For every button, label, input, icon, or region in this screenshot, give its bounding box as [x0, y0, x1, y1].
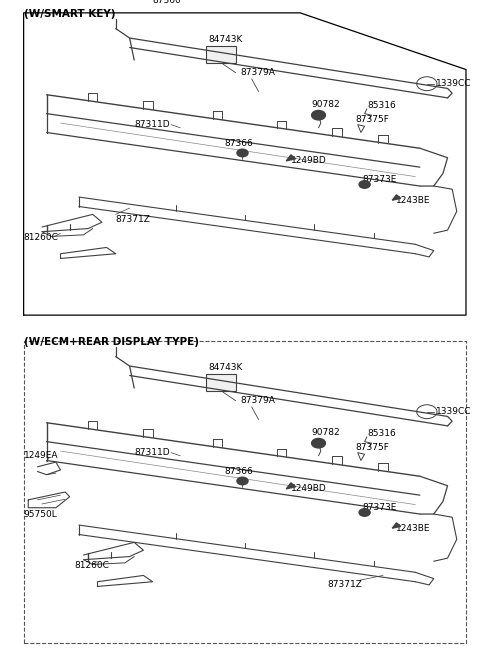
Text: 84743K: 84743K [208, 35, 242, 44]
Text: 90782: 90782 [312, 100, 340, 109]
FancyBboxPatch shape [205, 46, 236, 63]
Circle shape [359, 180, 370, 188]
Text: 87360: 87360 [152, 0, 181, 5]
Text: 1243BE: 1243BE [396, 523, 431, 533]
Text: 81260C: 81260C [24, 233, 59, 241]
Text: 85316: 85316 [367, 101, 396, 110]
Text: 87375F: 87375F [355, 115, 389, 125]
Circle shape [237, 149, 248, 157]
Polygon shape [286, 483, 296, 489]
Text: (W/ECM+REAR DISPLAY TYPE): (W/ECM+REAR DISPLAY TYPE) [24, 337, 199, 348]
Text: 1249BD: 1249BD [291, 484, 326, 493]
Text: 87371Z: 87371Z [328, 581, 362, 589]
Text: 87379A: 87379A [240, 68, 275, 77]
Text: 87379A: 87379A [240, 396, 275, 405]
Text: 81260C: 81260C [74, 561, 109, 569]
Text: 87373E: 87373E [362, 503, 396, 512]
Text: 87375F: 87375F [355, 443, 389, 453]
Polygon shape [392, 523, 401, 528]
Text: 87311D: 87311D [134, 448, 170, 457]
Text: 1243BE: 1243BE [396, 195, 431, 205]
Polygon shape [392, 195, 401, 200]
Text: 90782: 90782 [312, 428, 340, 437]
Text: 87366: 87366 [224, 139, 253, 148]
Text: 84743K: 84743K [208, 363, 242, 372]
FancyBboxPatch shape [205, 374, 236, 391]
Text: 87366: 87366 [224, 467, 253, 476]
Circle shape [359, 508, 370, 516]
Text: 95750L: 95750L [24, 510, 58, 518]
Text: 85316: 85316 [367, 429, 396, 438]
Circle shape [237, 477, 248, 485]
Circle shape [312, 110, 325, 120]
Text: 1339CC: 1339CC [436, 79, 471, 88]
Text: 87311D: 87311D [134, 120, 170, 129]
Circle shape [312, 438, 325, 448]
Text: (W/SMART KEY): (W/SMART KEY) [24, 9, 115, 20]
Polygon shape [286, 155, 296, 161]
Text: 1249BD: 1249BD [291, 156, 326, 165]
Text: 1339CC: 1339CC [436, 407, 471, 416]
Text: 87373E: 87373E [362, 175, 396, 184]
Text: 87371Z: 87371Z [116, 215, 151, 224]
Text: 1249EA: 1249EA [24, 451, 58, 461]
